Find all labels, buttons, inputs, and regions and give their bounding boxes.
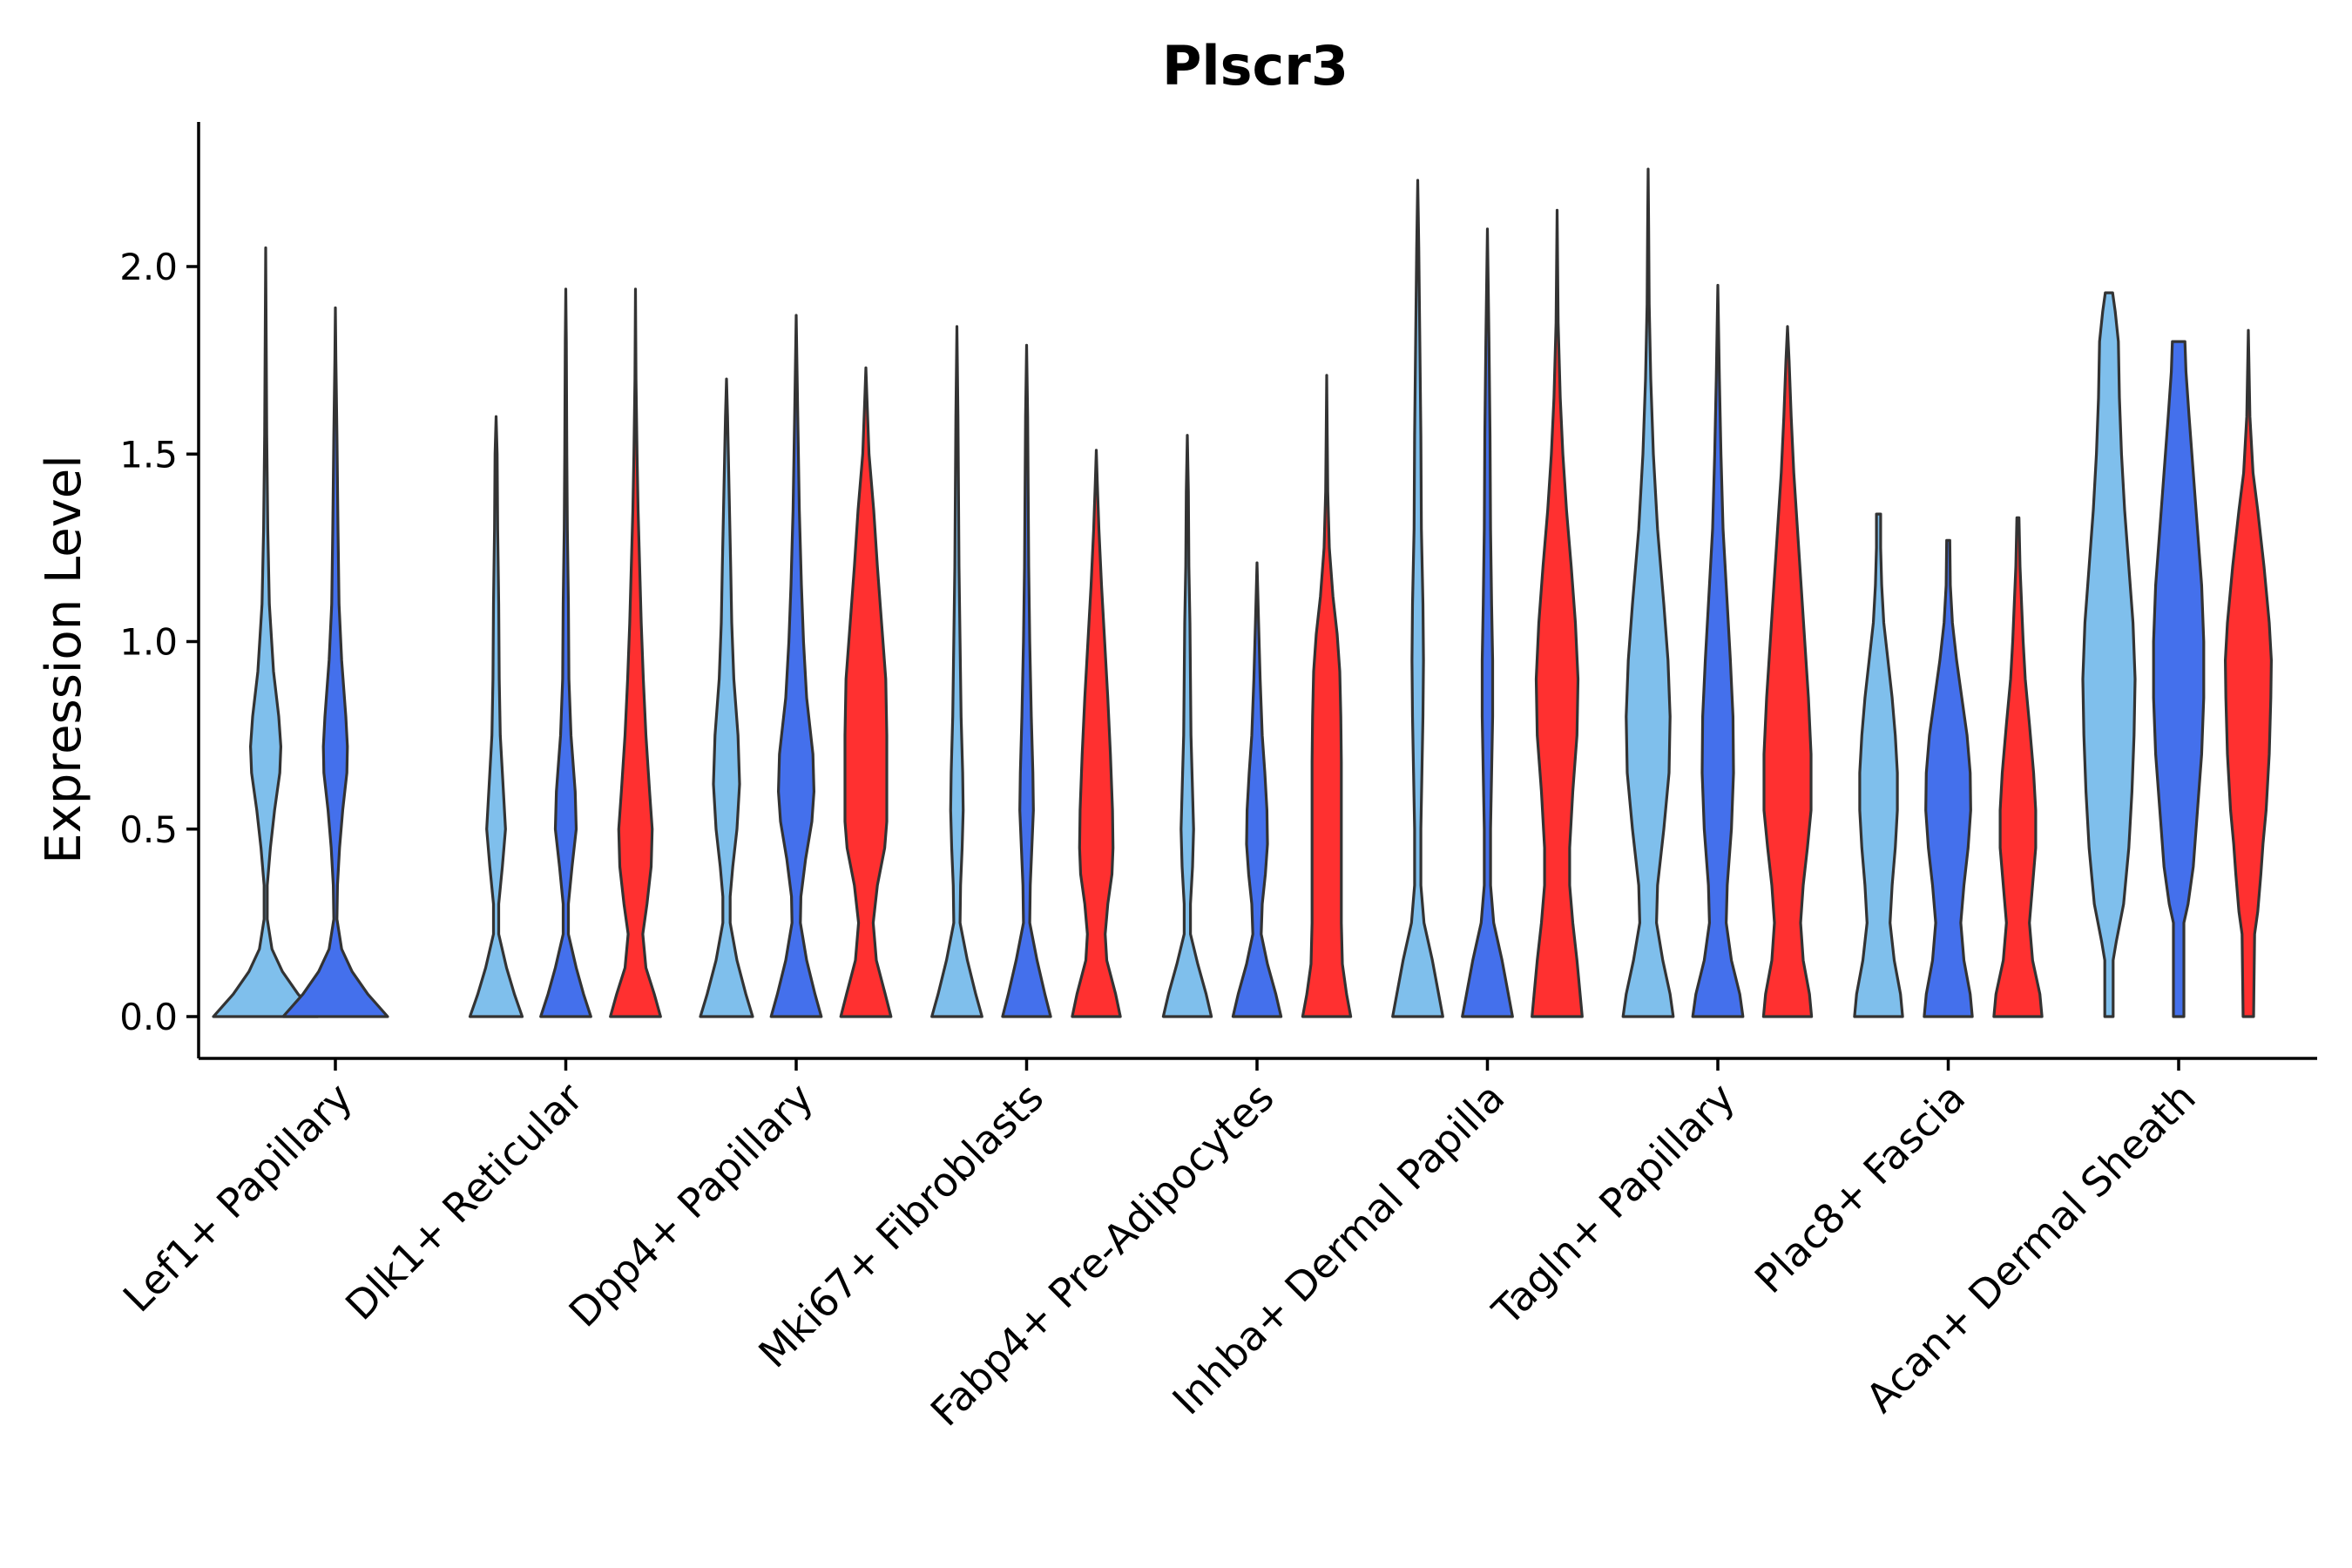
- violin-tagln-papillary-group-0: [1621, 167, 1675, 1018]
- violin-lef1-papillary-group-1: [281, 306, 389, 1018]
- violin-plac8-fascia-group-1: [1923, 538, 1974, 1018]
- violin-fabp4-pre-adipocytes-group-0: [1161, 434, 1213, 1018]
- violin-dpp4-papillary-group-0: [699, 377, 754, 1018]
- y-tick-label: 1.5: [119, 433, 178, 476]
- violin-dpp4-papillary-group-1: [769, 314, 823, 1018]
- violin-acan-dermal-sheath-group-2: [2224, 328, 2273, 1018]
- violin-fabp4-pre-adipocytes-group-1: [1231, 561, 1283, 1018]
- chart-title: Plscr3: [1162, 34, 1348, 98]
- y-tick-label: 0.5: [119, 808, 178, 851]
- violin-dlk1-reticular-group-1: [539, 287, 592, 1018]
- violin-acan-dermal-sheath-group-0: [2081, 291, 2137, 1018]
- violin-dpp4-papillary-group-2: [839, 366, 893, 1018]
- violin-dlk1-reticular-group-0: [468, 415, 524, 1018]
- violin-dlk1-reticular-group-2: [609, 287, 662, 1018]
- violin-plac8-fascia-group-0: [1853, 512, 1904, 1018]
- violin-tagln-papillary-group-1: [1691, 283, 1745, 1018]
- y-tick-label: 1.0: [119, 621, 178, 664]
- violin-mki67-fibroblasts-group-2: [1071, 449, 1122, 1018]
- violin-mki67-fibroblasts-group-0: [930, 325, 983, 1018]
- violin-inhba-dermal-papilla-group-2: [1531, 208, 1584, 1018]
- y-tick-label: 2.0: [119, 246, 178, 288]
- violin-tagln-papillary-group-2: [1761, 325, 1814, 1018]
- violin-inhba-dermal-papilla-group-1: [1461, 227, 1514, 1018]
- violin-mki67-fibroblasts-group-1: [1001, 343, 1052, 1018]
- violin-lef1-papillary-group-0: [212, 246, 320, 1018]
- violin-fabp4-pre-adipocytes-group-2: [1301, 374, 1353, 1018]
- violin-plac8-fascia-group-2: [1992, 516, 2044, 1018]
- y-axis-label: Expression Level: [36, 455, 92, 864]
- y-tick-label: 0.0: [119, 996, 178, 1038]
- violin-acan-dermal-sheath-group-1: [2152, 340, 2206, 1018]
- violin-inhba-dermal-papilla-group-0: [1391, 179, 1444, 1018]
